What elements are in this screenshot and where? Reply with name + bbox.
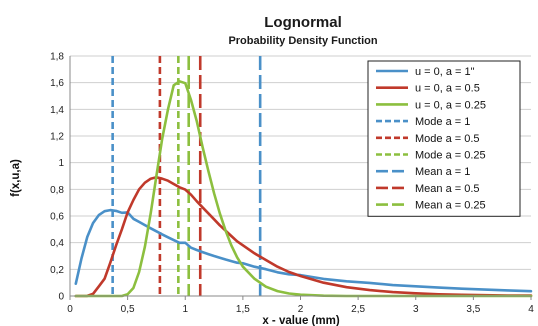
legend-label: u = 0, a = 0.25 xyxy=(415,99,486,111)
y-tick-label: 0,4 xyxy=(50,238,64,249)
x-tick-label: 2,5 xyxy=(351,304,365,315)
chart-title: Lognormal xyxy=(264,14,342,31)
y-tick-label: 0 xyxy=(58,292,64,303)
y-tick-label: 0,2 xyxy=(50,265,64,276)
legend: u = 0, a = 1" u = 0, a = 0.5 u = 0, a = 0.… xyxy=(367,60,521,217)
legend-label: Mode a = 0.5 xyxy=(415,133,480,145)
chart-subtitle: Probability Density Function xyxy=(228,35,377,47)
legend-label: Mean a = 0.5 xyxy=(415,183,480,195)
x-axis-label: x - value (mm) xyxy=(262,315,339,326)
series-line-1 xyxy=(74,208,533,293)
tick-labels: 0 0,2 0,4 0,6 0,8 1 1,2 1,4 1,6 1,8 0 0,5 1 1,5 2 2,5 3 3… xyxy=(50,52,534,316)
y-tick-label: 1,2 xyxy=(50,132,64,143)
y-tick-label: 1,4 xyxy=(50,105,64,116)
axes xyxy=(69,56,532,300)
x-tick-label: 0,5 xyxy=(121,304,135,315)
x-tick-label: 1,5 xyxy=(236,304,250,315)
x-tick-label: 2 xyxy=(298,304,304,315)
x-tick-label: 1 xyxy=(182,304,188,315)
legend-label: Mean a = 0.25 xyxy=(415,200,486,212)
y-tick-label: 0,8 xyxy=(50,185,64,196)
legend-label: u = 0, a = 0.5 xyxy=(415,83,480,95)
legend-label: u = 0, a = 1" xyxy=(415,66,475,78)
y-tick-label: 1,6 xyxy=(50,78,64,89)
y-axis-label: f(x,u,a) xyxy=(10,159,22,197)
legend-label: Mode a = 0.25 xyxy=(415,150,486,162)
y-tick-label: 1 xyxy=(58,158,64,169)
x-tick-label: 4 xyxy=(528,304,534,315)
x-tick-label: 0 xyxy=(67,304,73,315)
x-tick-label: 3,5 xyxy=(466,304,480,315)
legend-label: Mode a = 1 xyxy=(415,116,470,128)
y-tick-label: 1,8 xyxy=(50,52,64,63)
x-tick-label: 3 xyxy=(413,304,419,315)
series-line-2 xyxy=(74,176,533,298)
legend-label: Mean a = 1 xyxy=(415,166,470,178)
y-tick-label: 0,6 xyxy=(50,212,64,223)
